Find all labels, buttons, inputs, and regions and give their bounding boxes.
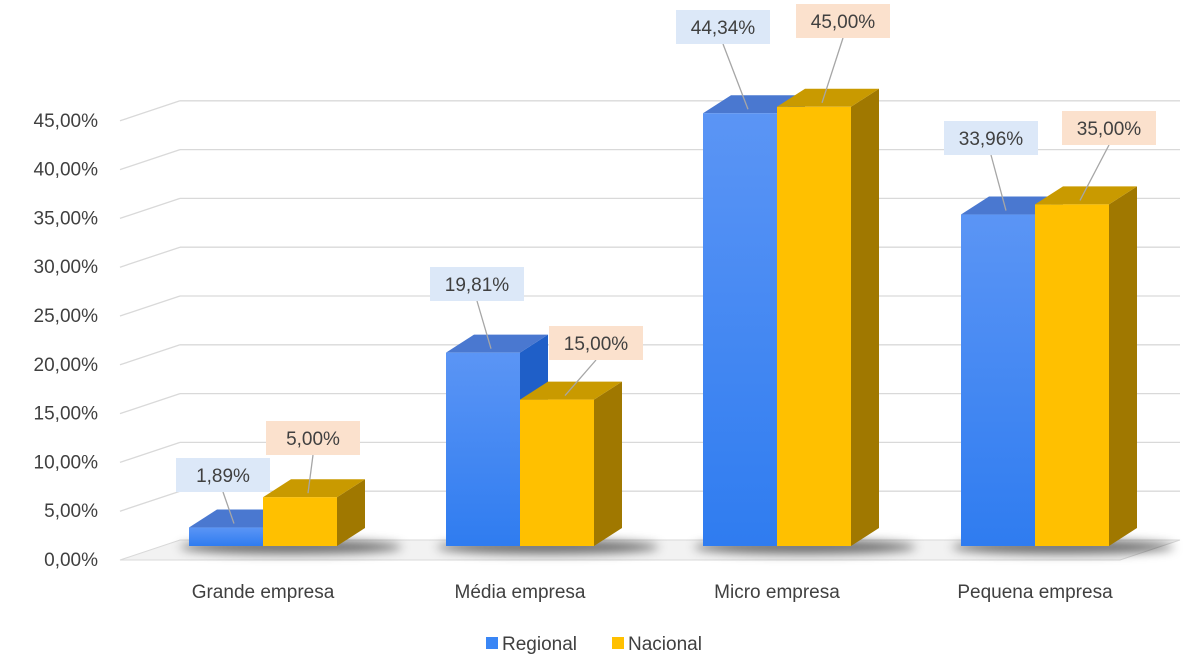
data-label-regional: 33,96%: [959, 129, 1024, 150]
data-label-regional: 19,81%: [445, 275, 510, 296]
bar-nacional: [1035, 204, 1109, 546]
legend: Regional Nacional: [486, 634, 702, 655]
bar-regional: [189, 527, 263, 546]
label-leader-line: [1079, 144, 1110, 201]
y-tick-label: 30,00%: [34, 257, 99, 278]
x-category-label: Grande empresa: [192, 582, 335, 603]
gridline-side: [119, 197, 181, 220]
data-label-box: [176, 458, 270, 492]
label-leader-line: [222, 491, 235, 524]
data-label-nacional: 5,00%: [286, 429, 340, 450]
gridline-side: [119, 295, 181, 317]
bar-nacional: [777, 106, 851, 547]
gridline-side: [119, 148, 181, 171]
data-label-box: [430, 267, 524, 301]
gridline-side: [119, 441, 181, 464]
y-tick-label: 25,00%: [34, 306, 99, 327]
data-label-box: [944, 121, 1038, 155]
data-label-box: [266, 421, 360, 455]
bar-regional: [446, 352, 520, 546]
bar-nacional: [520, 399, 594, 546]
x-category-label: Micro empresa: [714, 582, 840, 603]
x-category-label: Pequena empresa: [957, 582, 1113, 603]
bar-regional: [703, 113, 777, 546]
legend-label: Regional: [502, 634, 577, 655]
bar-regional: [961, 214, 1035, 546]
data-label-nacional: 35,00%: [1077, 119, 1142, 140]
bar-top: [263, 479, 365, 498]
bar-side: [1109, 186, 1137, 546]
bar-nacional: [263, 497, 337, 546]
y-tick-label: 10,00%: [34, 452, 99, 473]
y-axis: 0,00% 5,00% 10,00% 15,00% 20,00% 25,00% 30,00%…: [34, 111, 99, 571]
gridline-side: [119, 490, 181, 512]
data-labels: 1,89% 5,00% 19,81% 15,00% 44,34% 45,00% 33,96%…: [176, 4, 1156, 524]
y-tick-label: 45,00%: [34, 111, 99, 132]
bar-top: [1035, 186, 1137, 205]
y-tick-label: 35,00%: [34, 208, 99, 229]
bar-top: [777, 88, 879, 107]
data-label-box: [1062, 111, 1156, 145]
gridline-side: [119, 344, 181, 366]
bar-top: [520, 381, 622, 400]
bar-side: [337, 479, 365, 546]
data-label-box: [796, 4, 890, 38]
legend-label: Nacional: [628, 634, 702, 655]
y-tick-label: 15,00%: [34, 404, 99, 425]
bar-top: [446, 334, 548, 353]
y-tick-label: 20,00%: [34, 355, 99, 376]
gridline-side: [119, 100, 181, 122]
x-category-label: Média empresa: [455, 582, 586, 603]
data-label-regional: 44,34%: [691, 18, 756, 39]
x-axis: Grande empresa Média empresa Micro empresa…: [192, 582, 1113, 603]
data-label-box: [676, 10, 770, 44]
legend-swatch: [612, 637, 624, 649]
bars: [189, 88, 1137, 547]
bar-side: [851, 88, 879, 547]
y-tick-label: 5,00%: [44, 501, 98, 522]
label-leader-line: [990, 154, 1007, 211]
legend-swatch: [486, 637, 498, 649]
data-label-nacional: 45,00%: [811, 12, 876, 33]
label-leader-line: [722, 43, 749, 110]
data-label-box: [549, 326, 643, 360]
data-label-regional: 1,89%: [196, 466, 250, 487]
label-leader-line: [307, 454, 314, 494]
gridline-side: [119, 392, 181, 415]
y-tick-label: 40,00%: [34, 160, 99, 181]
data-label-nacional: 15,00%: [564, 334, 629, 355]
gridline-side: [119, 246, 181, 268]
label-leader-line: [821, 37, 844, 104]
label-leader-line: [564, 359, 597, 397]
label-leader-line: [476, 300, 492, 349]
bar-side: [594, 381, 622, 546]
y-tick-label: 0,00%: [44, 550, 98, 571]
